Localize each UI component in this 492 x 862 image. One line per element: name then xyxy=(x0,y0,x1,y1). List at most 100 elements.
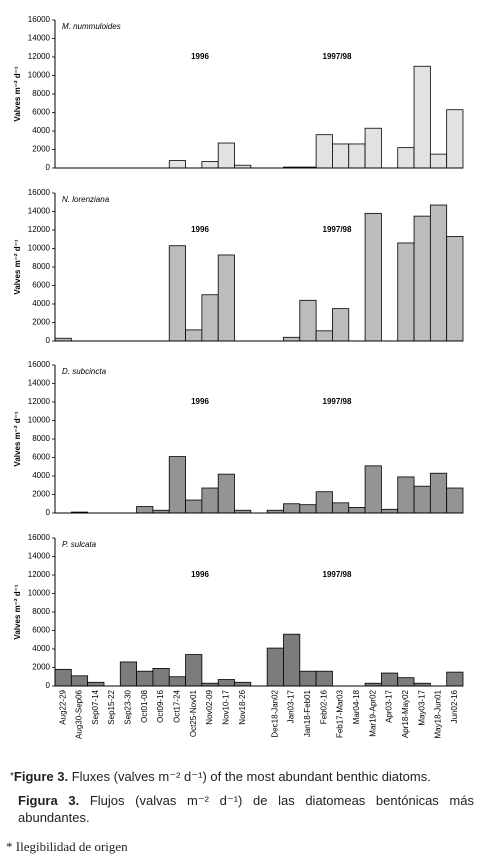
y-axis-label: Valves m⁻² d⁻¹ xyxy=(13,411,22,466)
caption-text: Fluxes (valves m⁻² d⁻¹) of the most abun… xyxy=(71,769,431,784)
y-tick-label: 8000 xyxy=(32,607,50,616)
x-tick-label: Oct09-16 xyxy=(156,689,165,722)
y-tick-label: 4000 xyxy=(32,644,50,653)
x-tick-label: Jan03-17 xyxy=(287,689,296,723)
bar xyxy=(446,236,464,342)
panel-label: M. nummuloides xyxy=(62,22,121,31)
panel-label: D. subcincta xyxy=(62,367,107,376)
y-tick-label: 0 xyxy=(46,163,51,172)
annotation: 1996 xyxy=(191,225,209,234)
y-tick-label: 6000 xyxy=(32,453,50,462)
x-tick-label: Oct25-Nov01 xyxy=(189,689,198,737)
bar xyxy=(348,143,366,169)
y-tick-label: 10000 xyxy=(28,416,51,425)
y-tick-label: 10000 xyxy=(28,589,51,598)
bar xyxy=(185,499,203,514)
bar xyxy=(201,487,219,514)
bar xyxy=(283,503,301,514)
bar xyxy=(413,65,431,169)
panel-label: P. sulcata xyxy=(62,540,97,549)
y-tick-label: 2000 xyxy=(32,663,50,672)
x-tick-label: Oct17-24 xyxy=(173,689,182,722)
x-tick-label: Sep15-22 xyxy=(107,689,116,724)
annotation: 1997/98 xyxy=(323,225,352,234)
y-tick-label: 10000 xyxy=(28,244,51,253)
bar xyxy=(54,668,72,687)
y-tick-label: 2000 xyxy=(32,145,50,154)
y-tick-label: 16000 xyxy=(28,188,51,197)
bar xyxy=(315,491,333,514)
bar xyxy=(119,661,137,687)
caption-en: *Figure 3. Fluxes (valves m⁻² d⁻¹) of th… xyxy=(10,768,480,785)
caption-text: Flujos (valvas m⁻² d⁻¹) de las diatomeas… xyxy=(18,793,474,825)
y-tick-label: 8000 xyxy=(32,89,50,98)
y-axis-label: Valves m⁻² d⁻¹ xyxy=(13,239,22,294)
y-tick-label: 0 xyxy=(46,508,51,517)
x-tick-label: Nov02-09 xyxy=(205,689,214,724)
y-axis-label: Valves m⁻² d⁻¹ xyxy=(13,584,22,639)
x-tick-label: Sep07-14 xyxy=(91,689,100,724)
y-tick-label: 16000 xyxy=(28,360,51,369)
bar xyxy=(380,672,399,687)
bar xyxy=(201,161,219,169)
bar xyxy=(185,654,203,687)
bar xyxy=(348,507,366,514)
bar xyxy=(446,109,464,169)
bar xyxy=(429,153,448,169)
y-tick-label: 12000 xyxy=(28,225,51,234)
bar xyxy=(283,336,301,342)
y-tick-label: 4000 xyxy=(32,299,50,308)
y-tick-label: 6000 xyxy=(32,108,50,117)
y-tick-label: 4000 xyxy=(32,471,50,480)
y-tick-label: 6000 xyxy=(32,281,50,290)
y-axis-label: Valves m⁻² d⁻¹ xyxy=(13,66,22,121)
figure: 0 2000 4000 6000 8000 10000 12000 14000 16000 Val… xyxy=(13,15,464,739)
bar xyxy=(413,485,431,514)
bar xyxy=(446,671,464,687)
bar xyxy=(332,308,350,342)
x-tick-label: Apr03-17 xyxy=(385,689,394,722)
caption-es: Figura 3. Flujos (valvas m⁻² d⁻¹) de las… xyxy=(18,792,474,826)
bar xyxy=(364,127,382,169)
annotation: 1997/98 xyxy=(323,397,352,406)
bar xyxy=(413,215,431,342)
bar xyxy=(315,134,333,169)
x-tick-label: May03-17 xyxy=(417,689,426,725)
bar xyxy=(397,242,415,342)
bar xyxy=(234,681,252,687)
bar xyxy=(299,504,317,514)
x-tick-label: Oct01-08 xyxy=(140,689,149,722)
bar xyxy=(136,506,154,514)
x-tick-label: Jun02-16 xyxy=(450,689,459,723)
y-tick-label: 16000 xyxy=(28,533,51,542)
bar xyxy=(364,212,382,342)
bar xyxy=(315,670,333,687)
x-tick-label: Apr18-May02 xyxy=(401,689,410,738)
annotation: 1997/98 xyxy=(323,570,352,579)
bar xyxy=(266,647,284,687)
bar xyxy=(446,487,464,514)
bar xyxy=(283,633,301,687)
caption-label: Figura 3. xyxy=(18,793,80,808)
x-tick-label: Feb17-Mar03 xyxy=(336,689,345,738)
x-tick-label: Nov10-17 xyxy=(221,689,230,724)
y-tick-label: 14000 xyxy=(28,34,51,43)
x-tick-label: Sep23-30 xyxy=(124,689,133,724)
x-tick-label: Aug30-Sep06 xyxy=(75,689,84,738)
bar xyxy=(168,160,186,169)
bar xyxy=(168,245,186,342)
x-tick-label: Nov18-26 xyxy=(238,689,247,724)
bar xyxy=(429,204,448,342)
bar xyxy=(429,472,448,514)
bar xyxy=(332,143,350,169)
bar xyxy=(315,330,333,342)
bar xyxy=(201,294,219,342)
x-tick-label: Mar19-Apr02 xyxy=(368,689,377,736)
bar xyxy=(168,676,186,687)
annotation: 1996 xyxy=(191,570,209,579)
bar xyxy=(332,502,350,514)
y-tick-label: 4000 xyxy=(32,126,50,135)
bar xyxy=(152,668,170,687)
bar xyxy=(217,254,235,342)
